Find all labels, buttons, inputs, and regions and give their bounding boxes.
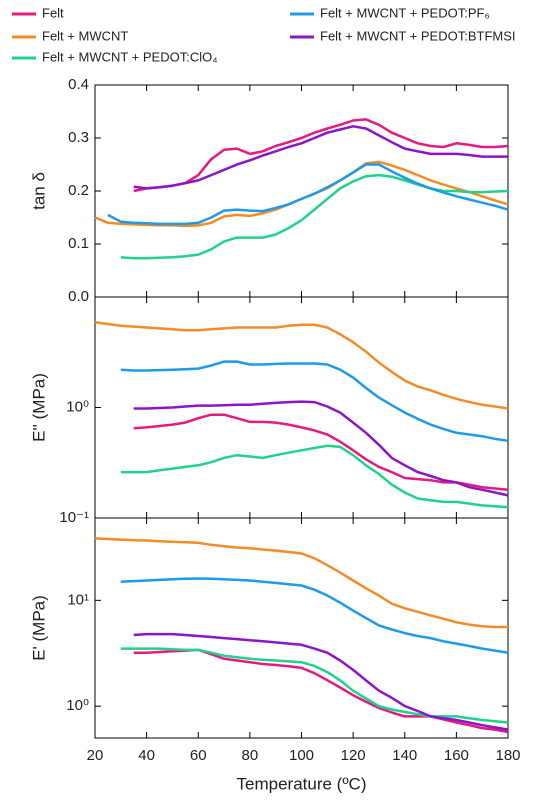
series-line <box>133 632 509 731</box>
y-axis-label: E' (MPa) <box>29 595 48 661</box>
x-tick-label: 120 <box>341 747 366 764</box>
x-tick-label: 40 <box>138 747 155 764</box>
x-tick-label: 180 <box>495 747 520 764</box>
legend-label: Felt <box>42 5 64 20</box>
y-tick-label: 0.2 <box>68 182 89 199</box>
x-tick-label: 60 <box>190 747 207 764</box>
x-tick-label: 20 <box>87 747 104 764</box>
series-line <box>133 413 509 492</box>
series-line <box>133 400 509 497</box>
series-line <box>120 173 509 260</box>
x-tick-label: 100 <box>289 747 314 764</box>
series-line <box>94 537 508 629</box>
plot-frame <box>94 517 509 739</box>
x-tick-label: 160 <box>444 747 469 764</box>
y-axis-label: E'' (MPa) <box>29 373 48 442</box>
series-line <box>120 577 509 654</box>
series-line <box>120 360 509 443</box>
series-line <box>107 163 509 226</box>
y-tick-label: 10¹ <box>67 591 89 608</box>
y-tick-label: 10⁻¹ <box>59 509 89 526</box>
x-tick-label: 80 <box>242 747 259 764</box>
y-axis-label: tan δ <box>29 172 48 210</box>
y-tick-label: 0.3 <box>68 129 89 146</box>
y-tick-label: 10⁰ <box>66 697 89 714</box>
series-line <box>94 321 509 410</box>
series-line <box>120 444 509 509</box>
legend-label: Felt + MWCNT + PEDOT:ClO₄ <box>42 49 218 64</box>
y-tick-label: 0.0 <box>68 288 89 305</box>
x-axis-label: Temperature (ºC) <box>237 774 367 793</box>
x-tick-label: 140 <box>392 747 417 764</box>
series-line <box>120 647 509 724</box>
y-tick-label: 10⁰ <box>66 398 89 415</box>
legend-label: Felt + MWCNT <box>42 28 128 43</box>
y-tick-label: 0.4 <box>68 76 89 93</box>
series-line <box>133 118 509 193</box>
y-tick-label: 0.1 <box>68 235 89 252</box>
legend-label: Felt + MWCNT + PEDOT:BTFMSI <box>320 28 516 43</box>
series-line <box>133 125 508 190</box>
legend: Felt Felt + MWCNT Felt + MWCNT + PEDOT:ClO… <box>12 5 516 64</box>
legend-label: Felt + MWCNT + PEDOT:PF₆ <box>320 5 490 20</box>
